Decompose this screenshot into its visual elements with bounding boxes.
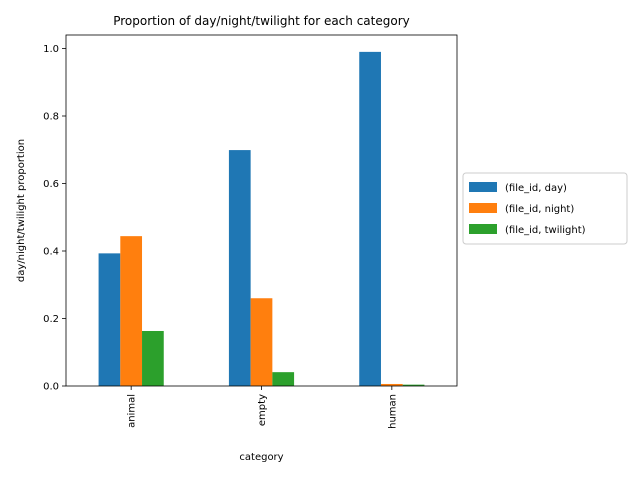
legend-swatch (469, 203, 497, 213)
bar-empty-series-1 (250, 298, 273, 386)
x-tick-label: empty (257, 394, 268, 426)
bar-human-series-1 (380, 383, 403, 386)
bar-animal-series-1 (120, 236, 143, 386)
y-tick-label: 0.8 (43, 112, 59, 123)
legend-box (462, 172, 628, 245)
y-axis: 0.0 0.2 0.4 0.6 0.8 1.0 (43, 44, 66, 393)
legend: (file_id, day) (file_id, night) (file_id, … (462, 172, 628, 245)
legend-swatch (469, 224, 497, 234)
y-tick-label: 0.6 (43, 179, 59, 190)
x-axis-label: category (239, 452, 283, 463)
bar-human-series-0 (359, 51, 381, 386)
bar-empty-series-0 (228, 150, 251, 386)
bars-group (98, 51, 425, 386)
bar-animal-series-0 (98, 253, 121, 386)
y-tick-label: 1.0 (43, 44, 59, 55)
y-axis-label: day/night/twilight proportion (16, 139, 27, 282)
legend-label: (file_id, day) (505, 183, 567, 194)
chart-title: Proportion of day/night/twilight for eac… (113, 14, 410, 28)
plot-frame (65, 34, 458, 387)
x-axis: animal empty human (127, 386, 398, 429)
bar-empty-series-2 (272, 372, 295, 386)
bar-animal-series-2 (142, 330, 164, 386)
legend-swatch (469, 182, 497, 192)
legend-label: (file_id, twilight) (505, 225, 586, 236)
x-tick-label: human (387, 394, 398, 429)
y-tick-label: 0.2 (43, 314, 59, 325)
legend-label: (file_id, night) (505, 204, 574, 215)
y-tick-label: 0.0 (43, 382, 59, 393)
bar-human-series-2 (402, 384, 425, 386)
x-tick-label: animal (127, 394, 138, 428)
y-tick-label: 0.4 (43, 247, 59, 258)
